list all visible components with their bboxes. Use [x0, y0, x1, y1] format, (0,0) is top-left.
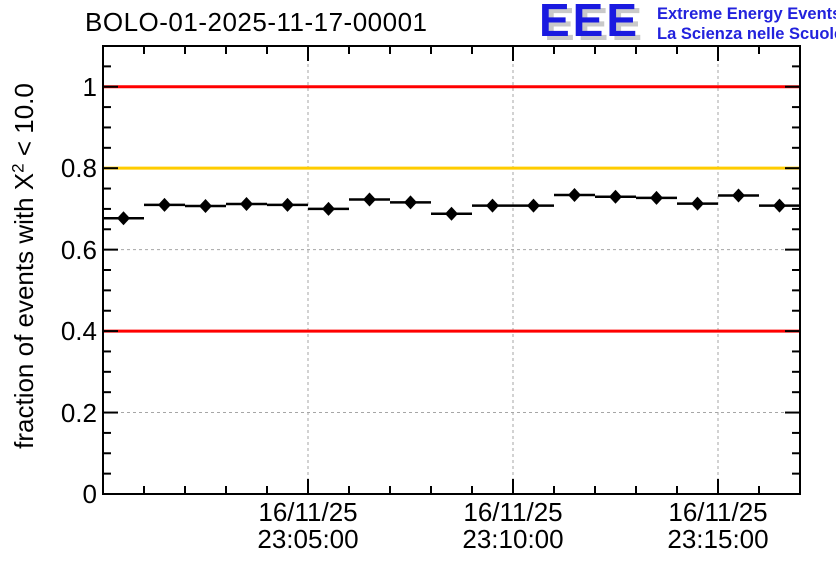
y-tick-label: 0.4: [60, 316, 97, 347]
eee-logo-tagline-line2: La Scienza nelle Scuole: [657, 24, 836, 43]
data-point: [650, 190, 663, 205]
x-tick-label: 16/11/25 23:15:00: [628, 499, 808, 553]
x-tick-label: 16/11/25 23:05:00: [218, 499, 398, 553]
x-tick-time: 23:15:00: [667, 524, 769, 554]
y-tick-label: 0: [82, 479, 97, 509]
data-point: [281, 197, 294, 212]
data-point: [199, 199, 212, 214]
plot-title: BOLO-01-2025-11-17-00001: [85, 7, 428, 37]
data-point: [732, 188, 745, 203]
data-point: [773, 198, 786, 213]
data-point: [609, 189, 622, 204]
data-point: [322, 201, 335, 216]
data-point: [445, 206, 458, 221]
data-point: [691, 196, 704, 211]
x-tick-date: 16/11/25: [668, 497, 768, 527]
x-tick-date: 16/11/25: [258, 497, 358, 527]
data-point: [486, 198, 499, 213]
x-tick-time: 23:05:00: [257, 524, 359, 554]
data-point: [158, 197, 171, 212]
data-point: [117, 211, 130, 226]
eee-logo-tagline: Extreme Energy Events La Scienza nelle S…: [657, 5, 836, 44]
eee-logo: EEE: [539, 0, 641, 46]
x-tick-date: 16/11/25: [463, 497, 563, 527]
x-tick-time: 23:10:00: [462, 524, 564, 554]
data-point: [404, 195, 417, 210]
y-tick-label: 0.8: [60, 153, 97, 184]
data-point: [363, 192, 376, 207]
x-tick-label: 16/11/25 23:10:00: [423, 499, 603, 553]
data-point: [240, 197, 253, 212]
data-point: [527, 198, 540, 213]
eee-logo-tagline-line1: Extreme Energy Events: [657, 5, 836, 23]
plot-frame: [102, 45, 801, 495]
y-tick-label: 0.6: [60, 234, 97, 265]
y-tick-label: 1: [82, 71, 97, 102]
data-point: [568, 188, 581, 203]
y-tick-label: 0.2: [60, 397, 97, 428]
